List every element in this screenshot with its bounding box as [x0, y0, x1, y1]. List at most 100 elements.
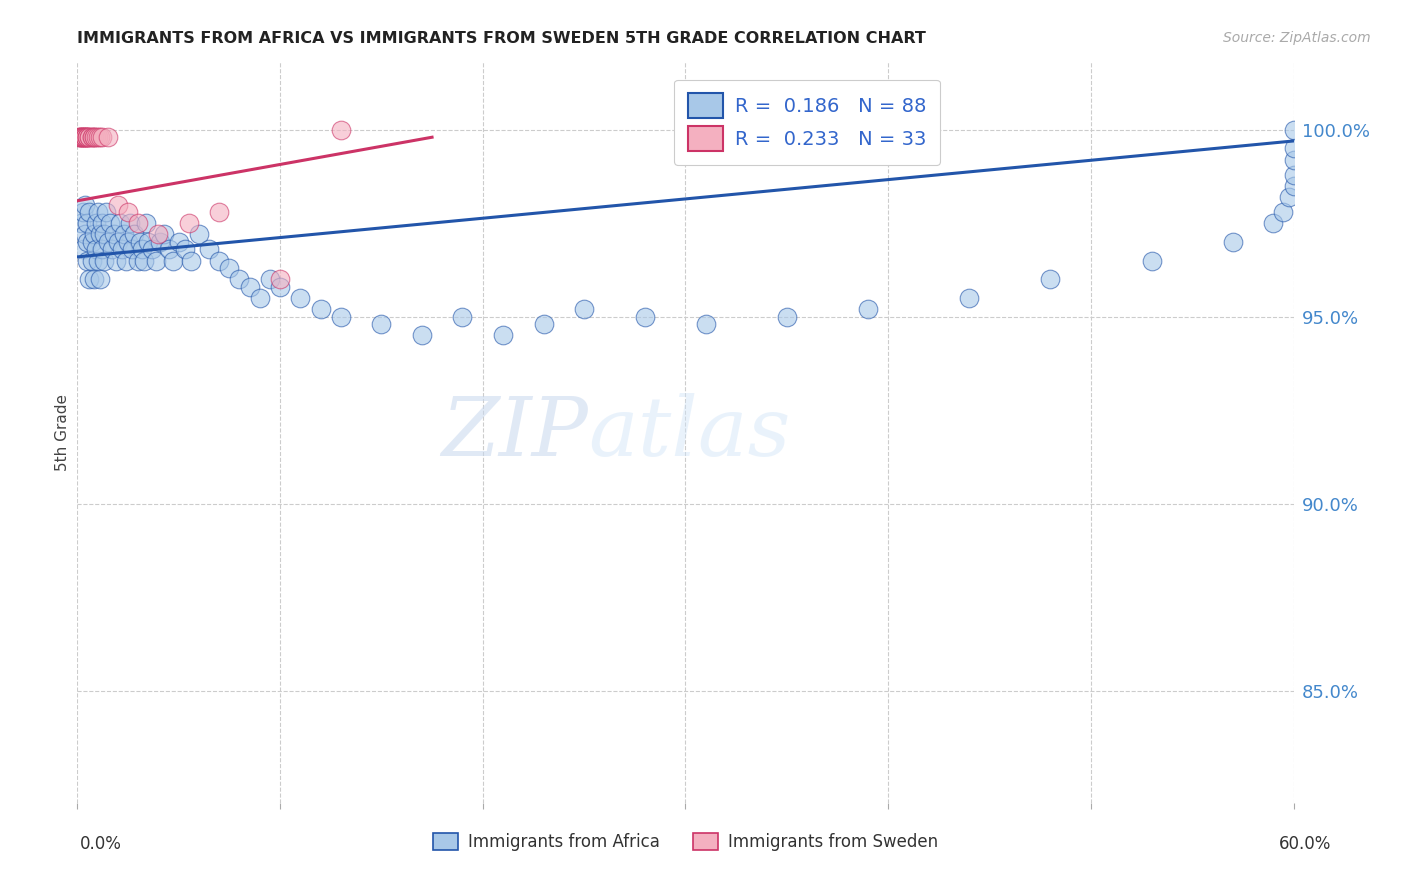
Point — [90, 216, 112, 230]
Text: atlas: atlas — [588, 392, 790, 473]
Point — [67, 130, 90, 145]
Point — [80, 130, 103, 145]
Point — [309, 302, 332, 317]
Point — [492, 328, 515, 343]
Point — [188, 227, 211, 242]
Point — [97, 235, 120, 249]
Point — [107, 197, 129, 211]
Point — [695, 317, 717, 331]
Point — [83, 130, 105, 145]
Point — [451, 310, 474, 324]
Point — [1263, 216, 1285, 230]
Point — [76, 130, 98, 145]
Point — [104, 253, 127, 268]
Point — [118, 216, 141, 230]
Point — [89, 227, 111, 242]
Point — [72, 130, 94, 145]
Text: ZIP: ZIP — [441, 392, 588, 473]
Point — [228, 272, 250, 286]
Point — [84, 130, 107, 145]
Point — [67, 130, 90, 145]
Point — [856, 302, 879, 317]
Point — [198, 243, 221, 257]
Point — [411, 328, 433, 343]
Point — [84, 243, 107, 257]
Point — [136, 235, 159, 249]
Point — [173, 243, 195, 257]
Point — [239, 280, 262, 294]
Point — [1282, 122, 1305, 136]
Point — [75, 197, 97, 211]
Point — [89, 272, 111, 286]
Point — [148, 227, 170, 242]
Point — [76, 130, 98, 145]
Point — [76, 130, 98, 145]
Point — [70, 130, 93, 145]
Point — [83, 227, 105, 242]
Point — [533, 317, 555, 331]
Point — [90, 243, 112, 257]
Point — [76, 216, 98, 230]
Point — [79, 130, 101, 145]
Point — [249, 291, 271, 305]
Point — [86, 253, 108, 268]
Point — [79, 272, 101, 286]
Point — [84, 216, 107, 230]
Point — [634, 310, 657, 324]
Point — [75, 130, 97, 145]
Point — [572, 302, 595, 317]
Point — [1039, 272, 1062, 286]
Point — [957, 291, 980, 305]
Point — [776, 310, 799, 324]
Point — [115, 253, 138, 268]
Point — [83, 130, 105, 145]
Point — [121, 243, 143, 257]
Point — [153, 227, 176, 242]
Point — [98, 216, 121, 230]
Point — [117, 205, 139, 219]
Point — [72, 130, 94, 145]
Point — [90, 130, 112, 145]
Point — [134, 253, 156, 268]
Point — [97, 130, 120, 145]
Point — [127, 216, 149, 230]
Y-axis label: 5th Grade: 5th Grade — [55, 394, 70, 471]
Point — [149, 235, 172, 249]
Point — [1282, 153, 1305, 167]
Point — [93, 227, 115, 242]
Legend: Immigrants from Africa, Immigrants from Sweden: Immigrants from Africa, Immigrants from … — [426, 826, 945, 857]
Point — [93, 253, 115, 268]
Point — [1282, 178, 1305, 193]
Point — [117, 235, 139, 249]
Point — [79, 130, 101, 145]
Point — [70, 130, 93, 145]
Point — [290, 291, 312, 305]
Point — [72, 130, 94, 145]
Text: Source: ZipAtlas.com: Source: ZipAtlas.com — [1223, 31, 1371, 45]
Point — [94, 205, 117, 219]
Point — [329, 310, 352, 324]
Point — [75, 130, 97, 145]
Point — [141, 243, 163, 257]
Point — [1222, 235, 1244, 249]
Text: 60.0%: 60.0% — [1278, 835, 1331, 853]
Point — [1278, 190, 1301, 204]
Point — [259, 272, 281, 286]
Point — [80, 235, 103, 249]
Point — [75, 130, 97, 145]
Point — [122, 227, 145, 242]
Point — [208, 253, 231, 268]
Point — [76, 235, 98, 249]
Point — [86, 205, 108, 219]
Point — [1140, 253, 1163, 268]
Point — [162, 253, 184, 268]
Text: IMMIGRANTS FROM AFRICA VS IMMIGRANTS FROM SWEDEN 5TH GRADE CORRELATION CHART: IMMIGRANTS FROM AFRICA VS IMMIGRANTS FRO… — [77, 31, 927, 46]
Point — [103, 227, 125, 242]
Point — [129, 235, 152, 249]
Point — [111, 243, 134, 257]
Point — [83, 272, 105, 286]
Point — [86, 130, 108, 145]
Point — [135, 216, 157, 230]
Point — [76, 253, 98, 268]
Point — [70, 216, 93, 230]
